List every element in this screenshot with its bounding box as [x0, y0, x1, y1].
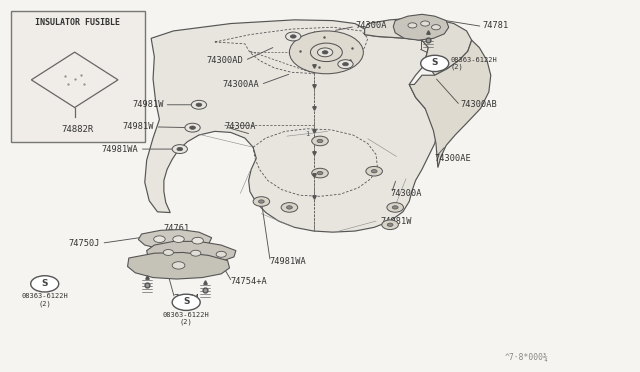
Circle shape [172, 262, 185, 269]
Text: 74300A: 74300A [390, 189, 422, 198]
Circle shape [382, 220, 398, 230]
Text: 74882R: 74882R [61, 125, 94, 134]
Text: 74750J: 74750J [68, 239, 100, 248]
Text: INSULATOR FUSIBLE: INSULATOR FUSIBLE [35, 18, 120, 27]
Polygon shape [409, 40, 491, 167]
Text: 08363-6122H
(2): 08363-6122H (2) [21, 294, 68, 307]
Circle shape [342, 62, 348, 66]
Circle shape [163, 250, 173, 256]
Circle shape [317, 48, 333, 57]
Circle shape [392, 206, 398, 209]
Polygon shape [145, 20, 438, 232]
Circle shape [291, 35, 296, 38]
Text: 74754+A: 74754+A [231, 278, 268, 286]
Text: 74981W: 74981W [381, 217, 412, 225]
Circle shape [31, 276, 59, 292]
Circle shape [185, 123, 200, 132]
Circle shape [289, 31, 364, 74]
Polygon shape [365, 18, 472, 75]
Text: ^7·8*000¾: ^7·8*000¾ [505, 352, 548, 361]
Text: 74300A: 74300A [355, 21, 387, 30]
Text: 74300AE: 74300AE [435, 154, 472, 163]
Circle shape [312, 136, 328, 146]
Polygon shape [147, 241, 236, 263]
Circle shape [191, 100, 207, 109]
Text: 74300A: 74300A [225, 122, 256, 131]
Text: 74300AD: 74300AD [207, 56, 244, 65]
Circle shape [366, 166, 383, 176]
Circle shape [420, 21, 429, 26]
Circle shape [172, 294, 200, 310]
Text: 74754: 74754 [173, 294, 200, 303]
Text: 74300AB: 74300AB [460, 100, 497, 109]
Polygon shape [394, 14, 449, 40]
Circle shape [408, 23, 417, 28]
Circle shape [177, 147, 182, 151]
Text: S: S [183, 297, 189, 306]
Circle shape [285, 32, 301, 41]
Circle shape [173, 236, 184, 243]
Circle shape [387, 223, 393, 227]
Text: 74300AA: 74300AA [223, 80, 259, 89]
Text: 1: 1 [305, 131, 309, 137]
Circle shape [431, 25, 440, 30]
Circle shape [191, 250, 201, 256]
Bar [11, 11, 145, 142]
Circle shape [287, 206, 292, 209]
Circle shape [196, 103, 202, 106]
Circle shape [189, 126, 195, 129]
Text: 74981WA: 74981WA [102, 145, 138, 154]
Circle shape [338, 60, 353, 68]
Circle shape [259, 200, 264, 203]
Circle shape [253, 197, 269, 206]
Text: 74981W: 74981W [132, 100, 164, 109]
Circle shape [317, 171, 323, 175]
Text: 08363-6122H
(2): 08363-6122H (2) [163, 311, 209, 325]
Text: 74981WA: 74981WA [269, 257, 306, 266]
Text: S: S [42, 279, 48, 288]
Circle shape [387, 203, 403, 212]
Text: 74781: 74781 [483, 21, 509, 30]
Circle shape [322, 51, 328, 54]
Circle shape [216, 251, 227, 257]
Circle shape [172, 145, 188, 154]
Text: 74761: 74761 [164, 224, 190, 233]
Circle shape [317, 139, 323, 142]
Circle shape [420, 55, 449, 71]
Text: S: S [431, 58, 438, 67]
Text: 74981W: 74981W [123, 122, 154, 131]
Text: 08363-6122H
(2): 08363-6122H (2) [451, 57, 497, 70]
Circle shape [312, 168, 328, 178]
Circle shape [192, 237, 204, 244]
Circle shape [154, 236, 165, 243]
Circle shape [371, 170, 377, 173]
Polygon shape [127, 253, 230, 279]
Circle shape [281, 203, 298, 212]
Polygon shape [138, 230, 212, 250]
